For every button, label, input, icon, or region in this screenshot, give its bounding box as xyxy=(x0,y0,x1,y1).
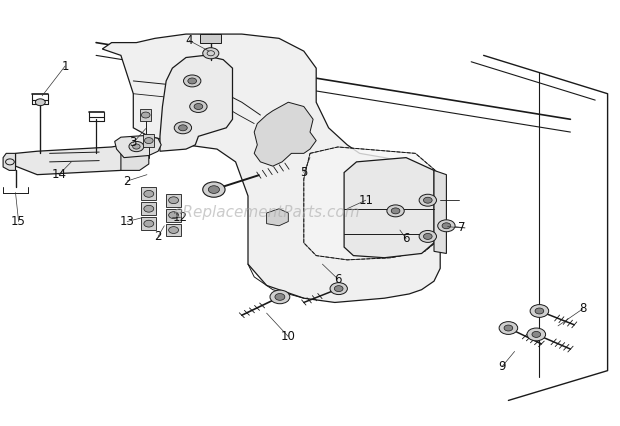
Bar xyxy=(166,209,181,222)
Bar xyxy=(200,34,221,43)
Circle shape xyxy=(530,305,549,317)
Text: 3: 3 xyxy=(130,136,137,149)
Text: 1: 1 xyxy=(61,60,69,72)
Circle shape xyxy=(499,322,518,334)
Circle shape xyxy=(141,112,150,118)
Circle shape xyxy=(179,125,187,131)
Bar xyxy=(141,202,156,215)
Text: 7: 7 xyxy=(458,222,466,234)
Circle shape xyxy=(129,141,144,152)
Bar xyxy=(143,134,154,147)
Circle shape xyxy=(144,205,154,212)
Circle shape xyxy=(144,190,154,197)
Text: 12: 12 xyxy=(172,211,187,224)
Bar xyxy=(141,187,156,200)
Circle shape xyxy=(504,325,513,331)
Bar xyxy=(166,224,181,236)
Circle shape xyxy=(387,205,404,217)
Text: 2: 2 xyxy=(154,230,162,243)
Circle shape xyxy=(334,286,343,291)
Circle shape xyxy=(423,233,432,239)
Bar xyxy=(141,217,156,230)
Polygon shape xyxy=(3,153,16,170)
Circle shape xyxy=(330,283,347,295)
Polygon shape xyxy=(102,34,440,302)
Text: 2: 2 xyxy=(123,175,131,187)
Text: 10: 10 xyxy=(281,330,296,343)
Circle shape xyxy=(35,99,45,106)
Circle shape xyxy=(184,75,201,87)
Circle shape xyxy=(391,208,400,214)
Polygon shape xyxy=(115,135,161,158)
Circle shape xyxy=(532,331,541,337)
Text: 9: 9 xyxy=(498,360,506,373)
Text: 6: 6 xyxy=(402,232,410,245)
Polygon shape xyxy=(121,138,149,170)
Polygon shape xyxy=(304,147,440,260)
Text: 15: 15 xyxy=(11,215,26,228)
Text: 5: 5 xyxy=(300,166,308,179)
Polygon shape xyxy=(344,158,434,258)
Text: eReplacementParts.com: eReplacementParts.com xyxy=(173,205,360,221)
Circle shape xyxy=(270,290,290,304)
Polygon shape xyxy=(16,145,136,175)
Circle shape xyxy=(419,230,436,242)
Circle shape xyxy=(203,182,225,197)
Circle shape xyxy=(419,194,436,206)
Circle shape xyxy=(275,294,285,300)
Circle shape xyxy=(535,308,544,314)
Text: 4: 4 xyxy=(185,34,193,47)
Text: 14: 14 xyxy=(51,168,66,181)
Circle shape xyxy=(423,197,432,203)
Circle shape xyxy=(188,78,197,84)
Text: 13: 13 xyxy=(120,215,135,228)
Circle shape xyxy=(190,101,207,112)
Circle shape xyxy=(438,220,455,232)
Bar xyxy=(140,109,151,121)
Circle shape xyxy=(169,212,179,219)
Circle shape xyxy=(144,138,153,144)
Circle shape xyxy=(527,328,546,341)
Circle shape xyxy=(203,48,219,59)
Bar xyxy=(166,194,181,207)
Polygon shape xyxy=(434,170,446,253)
Circle shape xyxy=(194,104,203,109)
Circle shape xyxy=(144,220,154,227)
Text: 11: 11 xyxy=(358,194,373,207)
Circle shape xyxy=(169,197,179,204)
Polygon shape xyxy=(160,55,232,151)
Polygon shape xyxy=(254,102,316,166)
Circle shape xyxy=(442,223,451,229)
Circle shape xyxy=(133,144,140,149)
Circle shape xyxy=(174,122,192,134)
Text: 6: 6 xyxy=(334,273,342,285)
Text: 8: 8 xyxy=(579,302,587,315)
Polygon shape xyxy=(267,209,288,226)
Circle shape xyxy=(208,186,219,193)
Circle shape xyxy=(169,227,179,233)
